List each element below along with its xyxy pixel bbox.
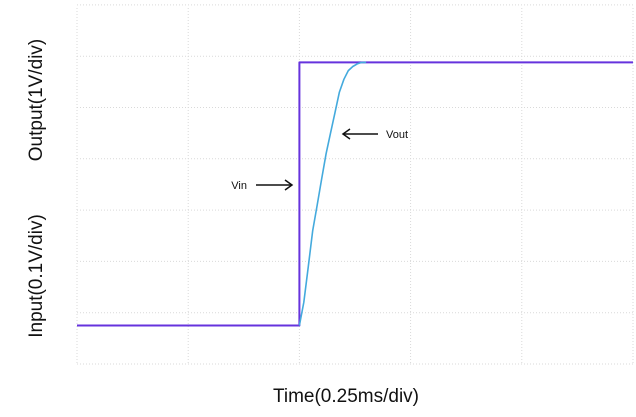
x-axis-label: Time(0.25ms/div) (273, 386, 419, 407)
annotation-arrowhead-vout (341, 128, 351, 140)
y-axis-label-upper: Output(1V/div) (26, 39, 47, 162)
grid (76, 4, 634, 365)
annotation-label-vout: Vout (386, 129, 408, 141)
annotation-label-vin: Vin (231, 180, 247, 192)
series-group (77, 61, 633, 327)
annotation-arrowhead-vin (284, 179, 294, 191)
series-line-vout (298, 61, 367, 326)
y-axis-label-lower: Input(0.1V/div) (26, 214, 47, 338)
series-line-vin (77, 61, 633, 327)
annotation-group: Vin Vout (231, 128, 408, 192)
